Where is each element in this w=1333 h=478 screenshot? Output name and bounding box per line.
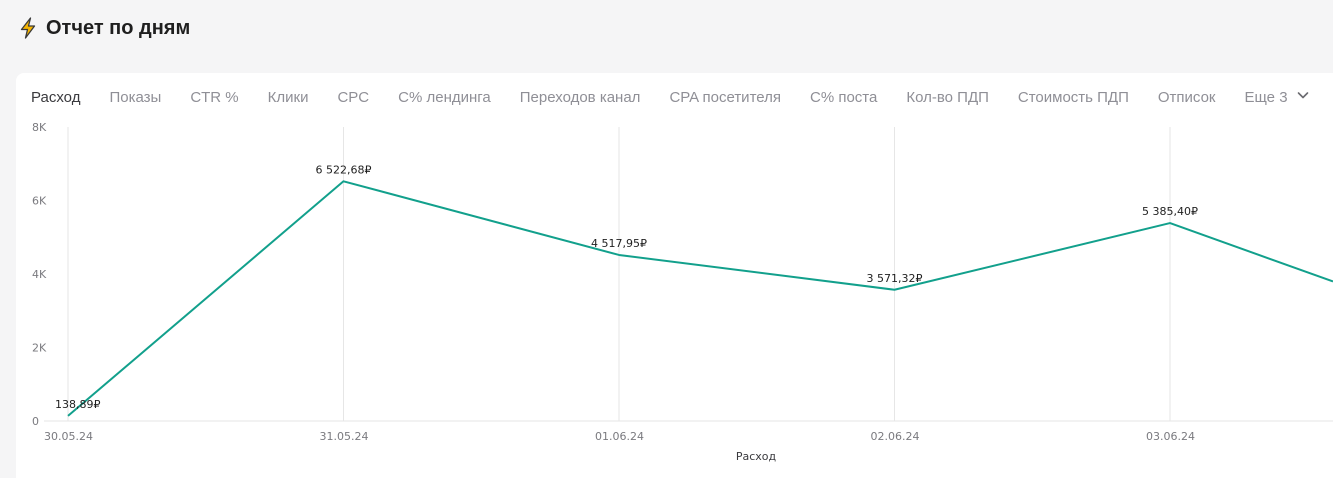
metric-tabs: Расход Показы CTR % Клики CPC C% лендинга Пере… — [31, 87, 1310, 107]
x-axis-label: Расход — [736, 450, 777, 463]
data-label: 6 522,68₽ — [316, 163, 372, 176]
tab-10[interactable]: Стоимость ПДП — [1017, 88, 1129, 106]
y-tick-label: 2K — [32, 342, 47, 355]
data-label: 5 385,40₽ — [1142, 205, 1198, 218]
tab-4[interactable]: CPC — [337, 88, 370, 106]
tab-7[interactable]: CPA посетителя — [669, 88, 781, 106]
data-label: 138,89₽ — [55, 398, 101, 411]
page-title: Отчет по дням — [46, 16, 191, 39]
tab-2[interactable]: CTR % — [190, 88, 239, 106]
tab-9[interactable]: Кол-во ПДП — [906, 88, 989, 106]
tab-6[interactable]: Переходов канал — [519, 88, 641, 106]
y-tick-label: 6K — [32, 195, 47, 208]
y-tick-label: 0 — [32, 415, 39, 428]
chevron-down-icon — [1296, 88, 1310, 106]
report-card: Расход Показы CTR % Клики CPC C% лендинга Пере… — [16, 73, 1333, 478]
tab-more-label: Еще 3 — [1244, 88, 1288, 106]
x-tick-label: 30.05.24 — [44, 430, 93, 443]
report-header: Отчет по дням — [16, 14, 190, 42]
tab-0[interactable]: Расход — [31, 88, 81, 106]
series-line-rashod — [67, 180, 1333, 417]
x-tick-label: 02.06.24 — [871, 430, 920, 443]
tab-11[interactable]: Отписок — [1157, 88, 1216, 106]
tab-5[interactable]: C% лендинга — [398, 88, 491, 106]
data-label: 3 571,32₽ — [867, 272, 923, 285]
tab-3[interactable]: Клики — [267, 88, 309, 106]
tab-1[interactable]: Показы — [109, 88, 162, 106]
y-tick-label: 8K — [32, 121, 47, 134]
y-tick-label: 4K — [32, 268, 47, 281]
x-tick-label: 01.06.24 — [595, 430, 644, 443]
tab-8[interactable]: C% поста — [810, 88, 878, 106]
data-label: 4 517,95₽ — [591, 237, 647, 250]
x-tick-label: 03.06.24 — [1146, 430, 1195, 443]
lightning-icon — [16, 16, 40, 40]
tab-more[interactable]: Еще 3 — [1245, 88, 1310, 106]
x-tick-label: 31.05.24 — [320, 430, 369, 443]
